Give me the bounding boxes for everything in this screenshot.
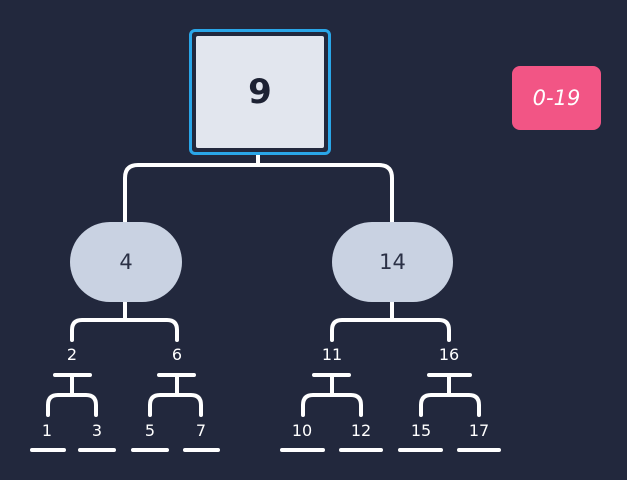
connector-16 [419, 373, 481, 417]
connector-6 [148, 373, 203, 417]
root-node-value: 9 [196, 36, 324, 148]
node-16: 16 [438, 345, 460, 364]
root-connector [123, 153, 394, 224]
node-4: 4 [70, 222, 182, 302]
leaf-1: 1 [41, 421, 53, 440]
leaf-12: 12 [350, 421, 372, 440]
leaf-17: 17 [468, 421, 490, 440]
leaf-5: 5 [144, 421, 156, 440]
connector-4 [70, 300, 179, 342]
node-14: 14 [332, 222, 453, 302]
leaf-10: 10 [291, 421, 313, 440]
leaf-15: 15 [410, 421, 432, 440]
node-6: 6 [171, 345, 183, 364]
connector-11 [301, 373, 363, 417]
leaf-7: 7 [195, 421, 207, 440]
node-11: 11 [321, 345, 343, 364]
range-badge: 0-19 [512, 66, 601, 130]
connector-14 [330, 300, 451, 342]
connector-2 [46, 373, 98, 417]
root-node: 9 [189, 29, 331, 155]
leaf-3: 3 [91, 421, 103, 440]
node-2: 2 [66, 345, 78, 364]
